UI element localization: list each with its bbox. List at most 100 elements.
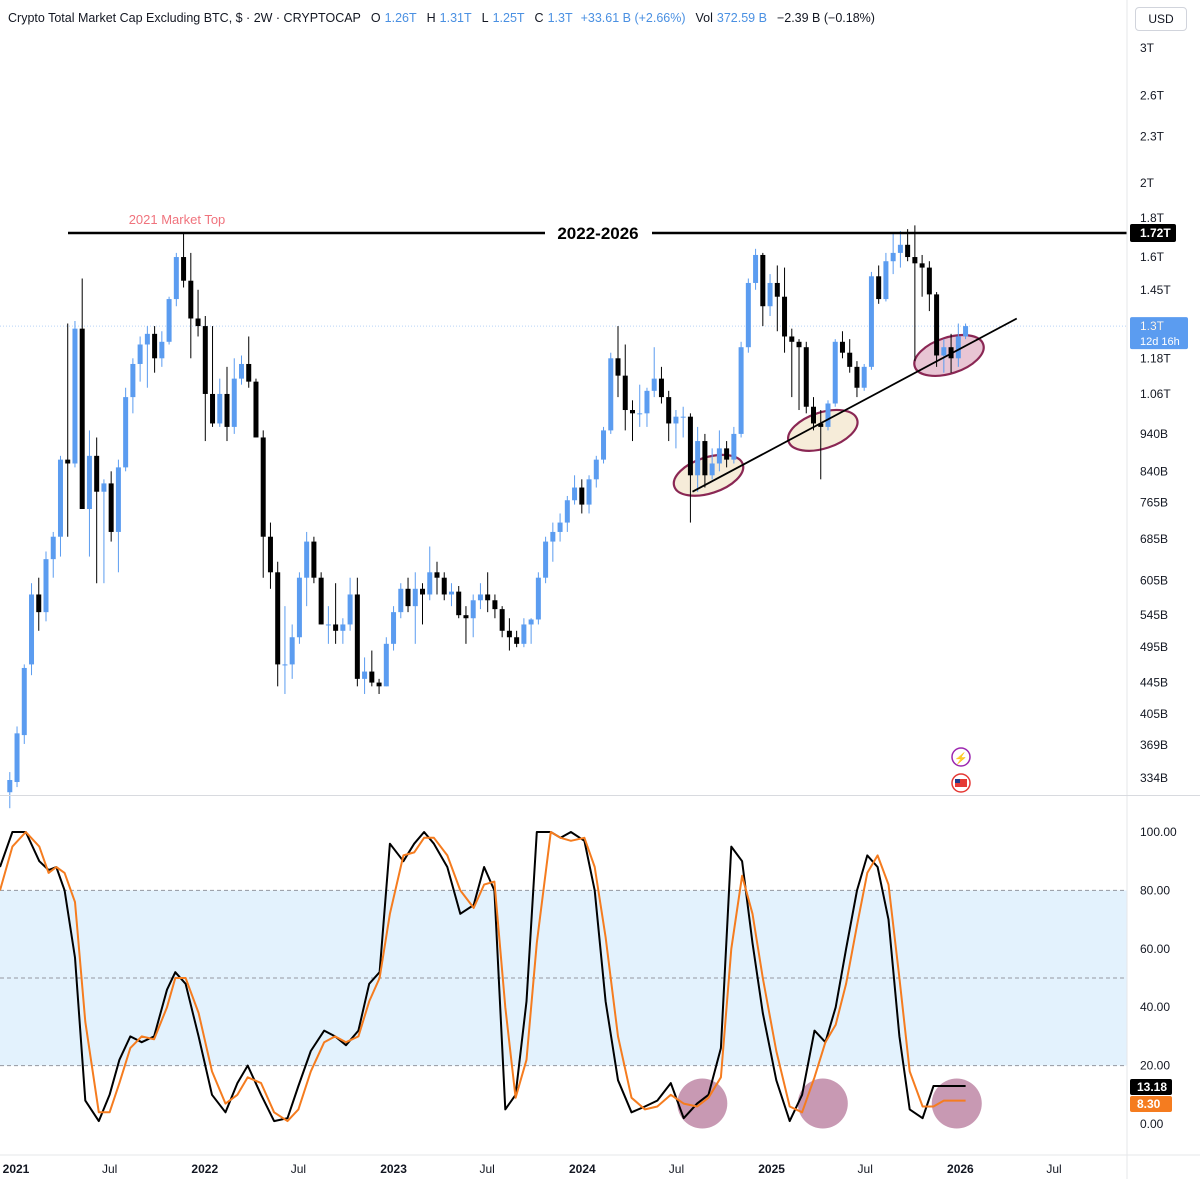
candle-body: [477, 594, 483, 601]
candle-body: [695, 441, 701, 476]
time-tick-label: 2024: [569, 1162, 596, 1176]
time-tick-label: Jul: [1046, 1162, 1061, 1176]
candle-body: [376, 682, 382, 687]
candle-body: [579, 487, 585, 505]
price-tick-label: 495B: [1140, 640, 1168, 654]
price-tick-label: 685B: [1140, 532, 1168, 546]
candle-body: [448, 591, 454, 595]
candle: [253, 378, 259, 438]
candle: [687, 413, 693, 523]
candle-body: [847, 352, 853, 367]
candle: [101, 479, 107, 584]
candle-body: [868, 276, 874, 367]
candle: [586, 475, 592, 514]
symbol-title[interactable]: Crypto Total Market Cap Excluding BTC, $…: [8, 11, 361, 25]
candle: [767, 274, 773, 317]
candle: [506, 618, 512, 651]
candle-body: [188, 280, 194, 319]
time-tick-label: 2025: [758, 1162, 785, 1176]
candle-body: [905, 244, 911, 258]
candle-body: [941, 347, 947, 356]
candle-body: [275, 572, 281, 665]
candle: [897, 231, 903, 268]
candle-body: [405, 588, 411, 607]
currency-selector-button[interactable]: USD: [1135, 7, 1187, 31]
candle: [499, 606, 505, 638]
candle: [238, 355, 244, 385]
volume-label: Vol: [695, 11, 713, 25]
candle: [405, 577, 411, 613]
candle: [434, 561, 440, 595]
price-tick-label: 2.3T: [1140, 129, 1165, 143]
candle: [181, 232, 187, 288]
candle: [731, 426, 737, 464]
candle: [224, 366, 230, 442]
candle: [615, 326, 621, 398]
candle: [622, 344, 628, 431]
candle: [202, 316, 208, 442]
candle-body: [115, 467, 121, 532]
candle: [535, 572, 541, 625]
candle-body: [318, 577, 324, 625]
candle-body: [514, 637, 520, 644]
candle: [926, 261, 932, 312]
time-tick-label: Jul: [669, 1162, 684, 1176]
stoch-tick-label: 0.00: [1140, 1117, 1164, 1131]
open-value: 1.26T: [384, 11, 417, 25]
lightning-icon: ⚡: [954, 752, 968, 765]
candle: [289, 624, 295, 679]
candle: [811, 397, 817, 431]
candle-body: [166, 299, 172, 342]
candle: [29, 583, 35, 676]
candle: [905, 229, 911, 262]
candle-body: [499, 609, 505, 631]
time-tick-label: Jul: [102, 1162, 117, 1176]
candle-body: [79, 328, 85, 509]
candle-body: [43, 559, 49, 613]
candle-body: [325, 624, 331, 626]
candle-body: [253, 381, 259, 438]
candle: [275, 561, 281, 687]
candle-body: [202, 326, 208, 394]
candle-body: [398, 588, 404, 613]
candle: [14, 726, 20, 788]
candle: [514, 630, 520, 648]
price-tick-label: 1.06T: [1140, 387, 1171, 401]
stoch-tick-label: 100.00: [1140, 825, 1177, 839]
candle-body: [724, 448, 730, 460]
candle-body: [521, 624, 527, 644]
candle-body: [890, 252, 896, 262]
highlight-ellipse: [787, 408, 859, 452]
candle-body: [427, 572, 433, 595]
close-value: 1.3T: [547, 11, 573, 25]
candle-body: [629, 410, 635, 414]
candle-body: [651, 378, 657, 391]
candle: [695, 426, 701, 492]
candle: [651, 347, 657, 398]
candle: [666, 390, 672, 442]
candle-body: [434, 572, 440, 578]
candle: [57, 455, 63, 557]
candle-body: [282, 664, 288, 666]
stoch-tick-label: 40.00: [1140, 1000, 1170, 1014]
candle: [485, 572, 491, 613]
candle-body: [919, 263, 925, 268]
candle-body: [897, 244, 903, 253]
candle-body: [716, 448, 722, 464]
candle-body: [86, 455, 92, 509]
candle-body: [789, 336, 795, 342]
candle-body: [854, 366, 860, 388]
panel-divider[interactable]: [0, 795, 1200, 796]
candle-body: [861, 366, 867, 388]
candle: [463, 606, 469, 644]
candle: [412, 572, 418, 644]
candle-body: [709, 463, 715, 476]
candle: [137, 336, 143, 382]
candle: [130, 358, 136, 414]
candle: [673, 410, 679, 449]
candle: [108, 471, 114, 542]
candle: [941, 339, 947, 373]
candle-body: [738, 347, 744, 434]
stoch-band-layer: [0, 889, 1127, 1067]
lightning-icon: [951, 747, 971, 767]
